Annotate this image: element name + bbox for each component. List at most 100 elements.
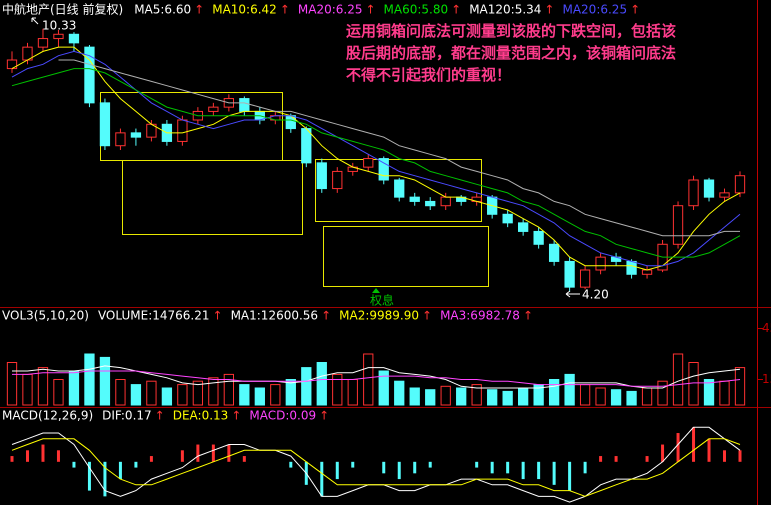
candle-body (208, 106, 219, 112)
indicator-arrow: ↑ (365, 3, 375, 17)
volume-bar (84, 353, 95, 406)
measure-box (122, 160, 303, 235)
candle-body (130, 132, 142, 138)
volume-bar (626, 390, 637, 406)
volume-bar (316, 362, 327, 406)
candle-body (579, 269, 591, 288)
volume-bar (456, 387, 467, 406)
indicator-line (58, 59, 740, 237)
volume-bar (595, 387, 606, 406)
candle-body (84, 46, 95, 104)
candle-body (316, 162, 327, 190)
volume-bar (6, 362, 18, 406)
indicator-line (12, 370, 741, 387)
candle-body (533, 230, 544, 245)
y-tick-label: 45 (762, 321, 771, 335)
volume-bar (99, 356, 111, 406)
volume-bar (208, 377, 219, 406)
volume-bar (332, 373, 343, 406)
candle-body (301, 128, 312, 164)
volume-bar (548, 379, 560, 406)
measure-box (315, 159, 482, 222)
indicator-arrow: ↑ (422, 309, 432, 323)
header-label: MACD:0.09 (249, 409, 316, 423)
volume-bar (146, 380, 157, 406)
candle-body (564, 260, 575, 288)
volume-bar (254, 387, 265, 406)
candle-body (626, 260, 637, 275)
header-label: MA3:6982.78 (440, 309, 520, 323)
candle-body (548, 243, 560, 262)
header-label: MA20:6.25 (298, 3, 363, 17)
volume-bar (487, 389, 498, 406)
indicator-arrow: ↑ (523, 309, 533, 323)
low-label: 4.20 (582, 288, 609, 302)
candle-body (719, 192, 730, 198)
event-label: 权息 (370, 293, 394, 308)
volume-bar (347, 379, 358, 406)
volume-bar (239, 384, 250, 406)
header-label: DEA:0.13 (173, 409, 229, 423)
candle-body (378, 158, 389, 181)
header-label: VOL3(5,10,20) (2, 309, 89, 323)
volume-bar (115, 379, 126, 406)
header-label: MACD(12,26,9) (2, 409, 93, 423)
volume-bar (53, 379, 64, 406)
indicator-line (11, 68, 741, 258)
volume-bar (734, 367, 746, 406)
candle-body (239, 98, 250, 112)
indicator-line (11, 46, 741, 271)
indicator-line (11, 50, 741, 267)
volume-bar (223, 373, 234, 406)
indicator-arrow: ↑ (451, 3, 461, 17)
candle-body (332, 170, 343, 190)
header-label: VOLUME:14766.21 (98, 309, 210, 323)
high-arrow (31, 17, 39, 25)
volume-bar (192, 380, 204, 406)
volume-bar (579, 384, 591, 406)
volume-bar (471, 384, 482, 406)
volume-bar (518, 387, 529, 406)
volume-bar (22, 373, 33, 406)
indicator-arrow: ↑ (321, 309, 331, 323)
volume-bar (703, 379, 715, 406)
candle-body (115, 132, 126, 147)
y-tick-label: 15 (762, 372, 771, 386)
header-label: 中航地产(日线 前复权) (2, 2, 123, 17)
candle-body (394, 179, 405, 198)
annotation-line: 运用铜箱问底法可测量到该股的下跌空间，包括该 (346, 22, 676, 40)
volume-bar (130, 384, 142, 406)
annotation-line: 股后期的底部，都在测量范围之内，该铜箱问底法 (346, 44, 676, 62)
indicator-arrow: ↑ (544, 3, 554, 17)
volume-bar (301, 367, 312, 406)
volume-bar (564, 373, 575, 406)
volume-bar (641, 387, 653, 406)
indicator-arrow: ↑ (280, 3, 290, 17)
volume-bar (657, 380, 668, 406)
indicator-arrow: ↑ (155, 409, 165, 423)
header-label: MA120:5.34 (469, 3, 541, 17)
volume-bar (177, 384, 188, 406)
volume-bar (270, 384, 281, 406)
candle-body (285, 115, 296, 130)
volume-bar (68, 370, 80, 406)
volume-bar (378, 370, 389, 406)
candle-body (68, 33, 80, 44)
candle-body (99, 102, 111, 147)
volume-bar (394, 380, 405, 406)
candle-body (502, 213, 513, 224)
candle-body (440, 196, 451, 207)
marks: 1545 (6, 28, 771, 503)
volume-bar (425, 389, 436, 406)
volume-bar (672, 353, 684, 406)
candle-body (518, 222, 529, 232)
volume-bar (409, 387, 420, 406)
header-label: MA2:9989.90 (339, 309, 419, 323)
volume-bar (440, 385, 451, 406)
volume-bar (363, 353, 374, 406)
indicator-line (11, 438, 741, 497)
candle-body (703, 179, 715, 198)
candle-body (177, 119, 188, 142)
indicator-arrow: ↑ (213, 309, 223, 323)
